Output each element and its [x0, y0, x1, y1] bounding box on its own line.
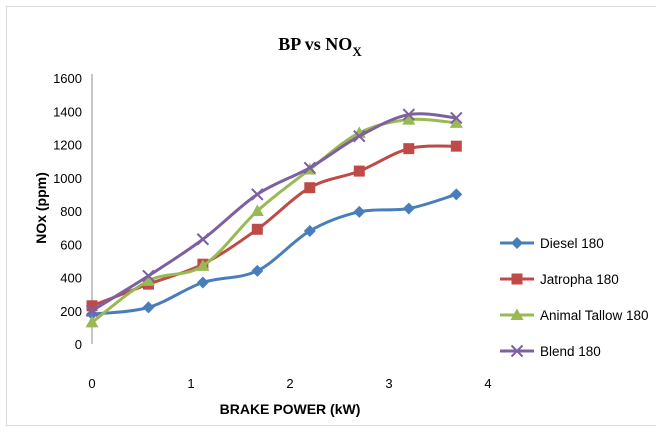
x-axis-label: BRAKE POWER (kW)	[220, 401, 361, 417]
series-blend-180	[85, 108, 463, 317]
diamond-marker	[511, 237, 523, 249]
triangle-marker	[449, 116, 463, 128]
x-axis-ticks: 0 1 2 3 4	[88, 376, 491, 391]
legend-label: Animal Tallow 180	[540, 308, 649, 323]
y-tick-label: 200	[60, 304, 82, 319]
triangle-marker	[196, 259, 210, 271]
legend-item: Jatropha 180	[500, 272, 619, 287]
y-tick-label: 0	[75, 337, 82, 352]
chart-title: BP vs NOX	[278, 34, 362, 59]
triangle-marker	[250, 204, 264, 216]
chart-frame	[6, 6, 656, 426]
square-marker	[353, 165, 365, 177]
chart-title-subscript: X	[352, 44, 362, 59]
x-tick-label: 0	[88, 376, 95, 391]
series-diesel-180	[86, 188, 463, 321]
y-axis-ticks: 0 200 400 600 800 1000 1200 1400 1600	[53, 71, 82, 352]
y-tick-label: 1000	[53, 171, 82, 186]
diamond-marker	[353, 205, 366, 218]
y-tick-label: 1200	[53, 138, 82, 153]
square-marker	[86, 300, 98, 312]
diamond-marker	[251, 264, 264, 277]
x-tick-label: 2	[286, 376, 293, 391]
x-marker	[142, 269, 155, 283]
y-axis-label: NOx (ppm)	[33, 172, 49, 244]
legend: Diesel 180 Jatropha 180 Animal Tallow 180 B…	[500, 236, 649, 359]
diamond-marker	[196, 276, 209, 289]
legend-item: Diesel 180	[500, 236, 604, 251]
triangle-marker	[510, 308, 524, 320]
square-marker	[251, 223, 263, 235]
x-tick-label: 3	[385, 376, 392, 391]
y-tick-label: 400	[60, 271, 82, 286]
x-marker	[303, 161, 317, 174]
series-line	[91, 192, 457, 316]
x-marker	[450, 111, 463, 125]
diamond-marker	[303, 224, 316, 237]
legend-label: Blend 180	[540, 344, 601, 359]
x-tick-label: 1	[187, 376, 194, 391]
y-tick-label: 1400	[53, 104, 82, 119]
square-marker	[304, 182, 316, 194]
square-marker	[450, 140, 462, 152]
legend-item: Animal Tallow 180	[500, 308, 649, 323]
series-animal-tallow-180	[85, 113, 463, 328]
square-marker	[403, 143, 415, 155]
diamond-marker	[142, 301, 155, 314]
x-marker	[402, 108, 416, 121]
legend-label: Jatropha 180	[540, 272, 619, 287]
chart-title-text: BP vs NO	[278, 34, 352, 54]
x-marker	[85, 304, 99, 317]
series-line	[91, 144, 457, 308]
x-tick-label: 4	[484, 376, 491, 391]
square-marker	[511, 273, 523, 285]
x-marker	[251, 188, 264, 201]
x-marker	[510, 344, 524, 358]
y-tick-label: 1600	[53, 71, 82, 86]
legend-item: Blend 180	[500, 344, 601, 359]
x-marker	[353, 129, 366, 143]
y-tick-label: 800	[60, 204, 82, 219]
diamond-marker	[450, 188, 463, 201]
triangle-marker	[141, 274, 155, 286]
legend-label: Diesel 180	[540, 236, 604, 251]
y-tick-label: 600	[60, 237, 82, 252]
triangle-marker	[85, 315, 99, 328]
diamond-marker	[402, 202, 415, 215]
triangle-marker	[402, 113, 416, 125]
x-marker	[196, 233, 210, 246]
series-layer	[85, 108, 463, 328]
